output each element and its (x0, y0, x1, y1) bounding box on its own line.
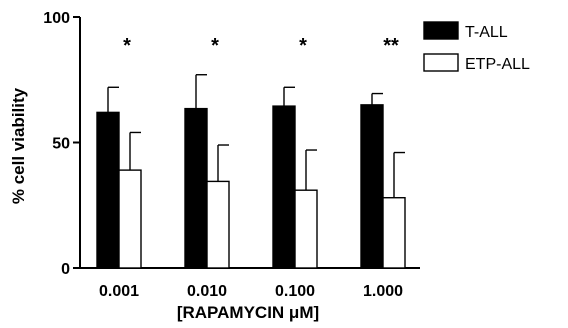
bar-etp-all (294, 189, 318, 269)
legend-swatch (423, 21, 459, 40)
significance-marker: ** (383, 35, 399, 57)
x-tick-label: 0.100 (275, 283, 315, 300)
significance-marker: * (123, 35, 131, 57)
x-tick-label: 0.010 (187, 283, 227, 300)
bar-t-all (184, 107, 208, 269)
bar-t-all (96, 111, 120, 269)
x-tick-label: 1.000 (363, 283, 403, 300)
legend-label: ETP-ALL (465, 56, 530, 73)
x-tick-label: 0.001 (99, 283, 139, 300)
bar-etp-all (118, 169, 142, 269)
y-tick-label: 100 (43, 10, 70, 27)
legend-swatch (423, 53, 459, 72)
y-tick-label: 0 (61, 261, 70, 278)
bar-t-all (360, 104, 384, 269)
plot-area: 0 50 100 0.001 * 0.010 * 0.100 * 1.000 ** (43, 10, 420, 300)
x-axis-title: [RAPAMYCIN μM] (177, 303, 319, 322)
legend: T-ALL ETP-ALL (423, 21, 530, 73)
legend-label: T-ALL (465, 24, 508, 41)
y-axis-title: % cell viability (9, 87, 28, 204)
bar-etp-all (206, 180, 230, 269)
significance-marker: * (211, 35, 219, 57)
bar-t-all (272, 105, 296, 269)
significance-marker: * (299, 35, 307, 57)
y-tick-label: 50 (52, 136, 70, 153)
bar-etp-all (382, 197, 406, 269)
